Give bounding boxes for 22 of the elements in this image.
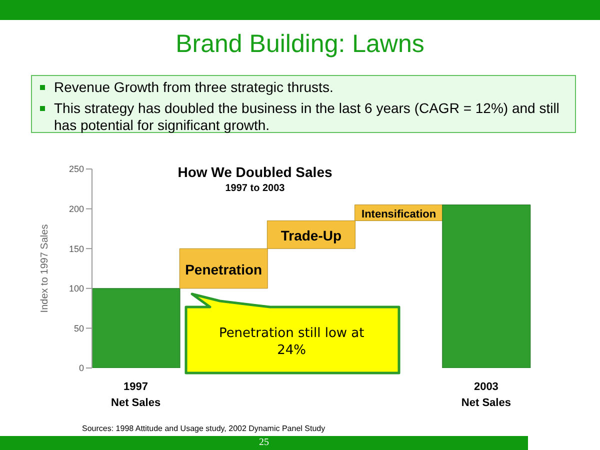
bar [92,288,180,368]
text: This strategy has doubled the business in the last 6 years (CAGR = 12%) and still has potential for significant growth. [54,100,560,134]
y-tick-label: 150 [68,244,84,254]
x-tick-label: Trade-Up [280,228,342,244]
annotation: Penetration still low at 24% [218,325,366,360]
x-tick-label: Penetration [185,262,262,278]
y-tick-label: 250 [68,164,84,174]
chart-title: Brand Building: Lawns [174,30,426,59]
y-tick-label: 0 [78,363,84,374]
text: Revenue Growth from three strategic thrusts. [54,79,334,96]
x-tick-label: 1997 Net Sales [111,381,161,409]
y-tick-label: 50 [74,323,84,334]
y-tick-label: 200 [68,204,84,214]
bar [442,204,531,368]
x-tick-label: 2003 Net Sales [461,381,511,409]
y-tick-label: 100 [68,284,84,294]
chart-subtitle: How We Doubled Sales [176,164,334,180]
x-tick-label: Intensification [362,208,436,220]
source-note: Sources: 1998 Attitude and Usage study, 2002 Dynamic Panel Study [82,424,326,433]
y-axis-title: Index to 1997 Sales [40,224,51,313]
annotation: 1997 to 2003 [224,183,286,194]
text: 25 [0,436,528,450]
